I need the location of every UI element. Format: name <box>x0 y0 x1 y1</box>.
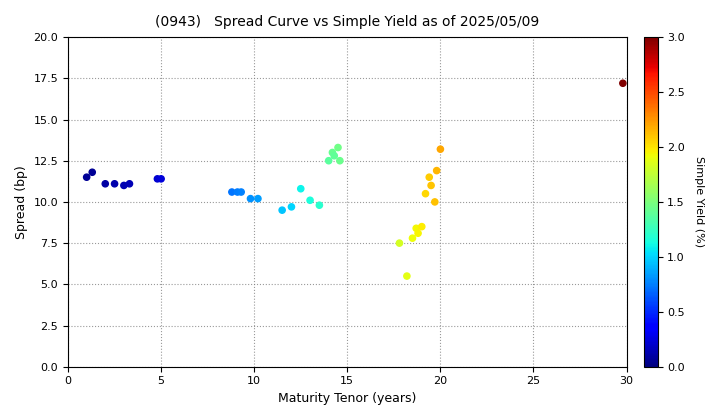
Point <box>394 240 405 247</box>
Point <box>86 169 98 176</box>
Point <box>99 181 111 187</box>
Point <box>245 195 256 202</box>
Title: (0943)   Spread Curve vs Simple Yield as of 2025/05/09: (0943) Spread Curve vs Simple Yield as o… <box>156 15 539 29</box>
Point <box>252 195 264 202</box>
Point <box>327 149 338 156</box>
Point <box>328 152 340 159</box>
Y-axis label: Spread (bp): Spread (bp) <box>15 165 28 239</box>
Point <box>323 158 335 164</box>
Point <box>431 167 442 174</box>
Point <box>416 223 428 230</box>
Point <box>332 144 343 151</box>
Point <box>401 273 413 279</box>
Point <box>420 190 431 197</box>
X-axis label: Maturity Tenor (years): Maturity Tenor (years) <box>278 392 416 405</box>
Point <box>124 181 135 187</box>
Point <box>118 182 130 189</box>
Point <box>410 225 422 232</box>
Point <box>435 146 446 152</box>
Point <box>429 199 441 205</box>
Point <box>305 197 316 204</box>
Point <box>286 204 297 210</box>
Point <box>235 189 247 195</box>
Point <box>423 174 435 181</box>
Point <box>232 189 243 195</box>
Point <box>226 189 238 195</box>
Y-axis label: Simple Yield (%): Simple Yield (%) <box>694 156 704 247</box>
Point <box>276 207 288 213</box>
Point <box>109 181 120 187</box>
Point <box>617 80 629 87</box>
Point <box>413 230 424 236</box>
Point <box>152 176 163 182</box>
Point <box>295 185 307 192</box>
Point <box>426 182 437 189</box>
Point <box>334 158 346 164</box>
Point <box>407 235 418 242</box>
Point <box>314 202 325 209</box>
Point <box>81 174 92 181</box>
Point <box>156 176 167 182</box>
